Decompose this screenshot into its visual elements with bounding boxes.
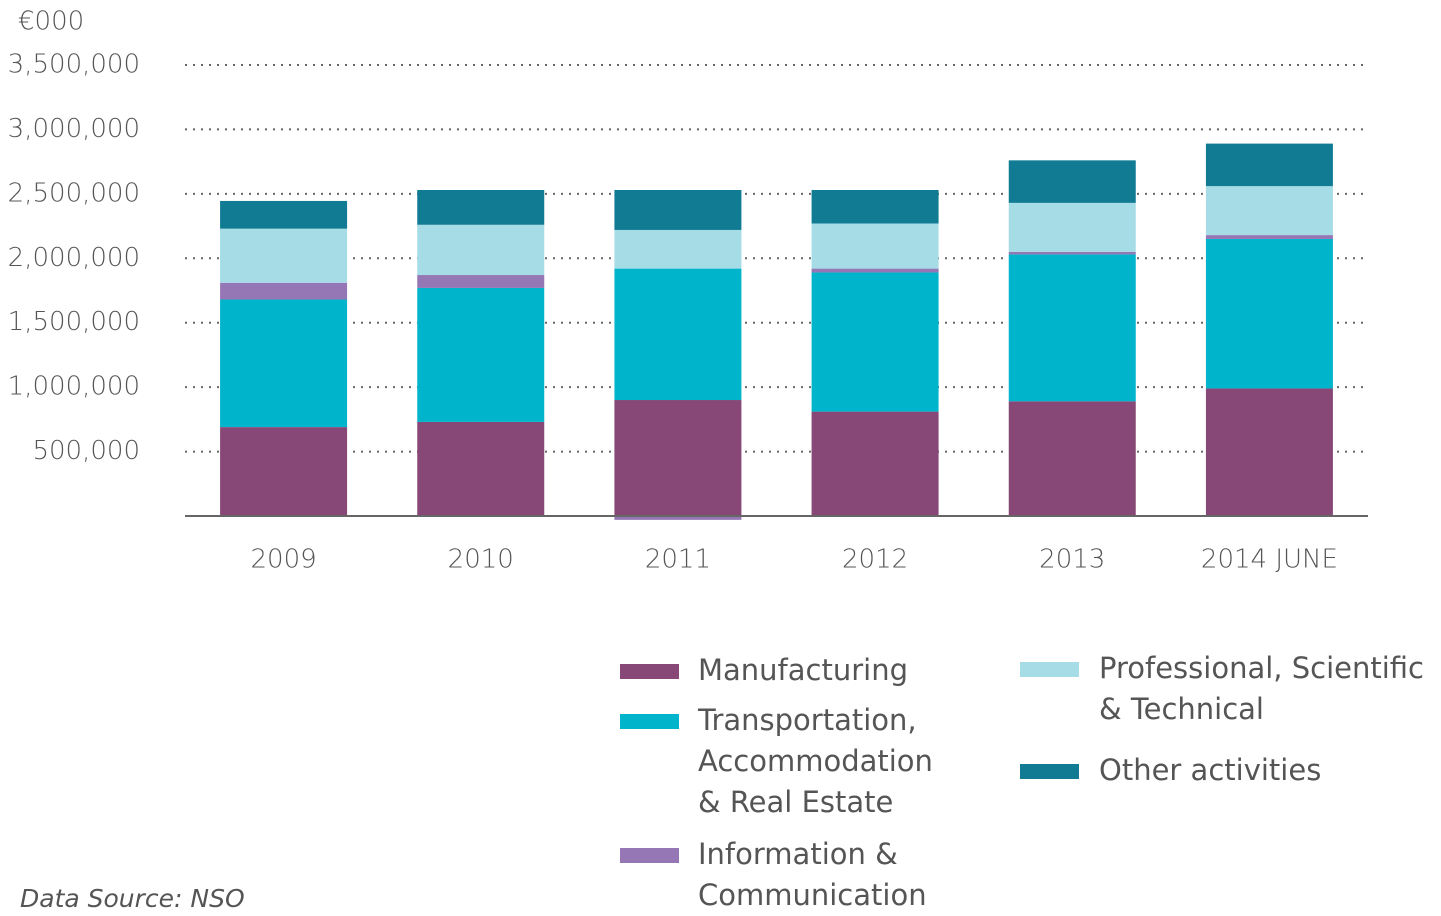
bar-segment — [220, 228, 348, 283]
bar-segment — [1205, 186, 1333, 236]
legend-swatch — [620, 664, 679, 679]
bar-segment — [417, 287, 545, 422]
bar-segment — [1205, 143, 1333, 187]
y-tick-label: 3,000,000 — [8, 114, 140, 144]
bar-segment — [220, 282, 348, 300]
bar-segment — [614, 400, 742, 516]
bar-segment — [1008, 202, 1136, 252]
bar-segment — [614, 229, 742, 269]
x-tick-label: 2011 — [645, 545, 711, 575]
x-tick-label: 2014 JUNE — [1201, 545, 1338, 575]
y-tick-label: 2,000,000 — [8, 243, 140, 273]
x-tick-label: 2010 — [448, 545, 514, 575]
bar-segment — [220, 299, 348, 428]
legend-label: Manufacturing — [698, 653, 908, 687]
bar-segment — [1205, 238, 1333, 389]
bar-segment — [1008, 251, 1136, 255]
bar-segment — [811, 223, 939, 269]
legend-label: Transportation, Accommodation & Real Est… — [698, 703, 933, 819]
legend-label: Other activities — [1099, 753, 1322, 787]
y-tick-label: 1,000,000 — [8, 372, 140, 402]
bar-segment — [417, 224, 545, 276]
bar-segment — [614, 268, 742, 401]
bar-segment — [417, 189, 545, 225]
bar-segment — [811, 272, 939, 412]
bar-segment — [220, 427, 348, 516]
bar-segment — [811, 411, 939, 516]
bar-segment — [811, 189, 939, 224]
source-note: Data Source: NSO — [20, 884, 245, 913]
y-tick-label: 500,000 — [32, 436, 140, 466]
legend-swatch — [1020, 764, 1079, 779]
y-tick-label: 3,500,000 — [8, 50, 140, 80]
legend-swatch — [620, 714, 679, 729]
legend-swatch — [620, 848, 679, 863]
bar-segment — [614, 189, 742, 230]
x-tick-label: 2012 — [842, 545, 908, 575]
x-tick-label: 2009 — [250, 545, 316, 575]
y-tick-label: 2,500,000 — [8, 178, 140, 208]
legend-swatch — [1020, 662, 1079, 677]
bar-segment — [1008, 401, 1136, 516]
bar-segment — [220, 200, 348, 229]
legend-label: Information & Communication — [698, 837, 927, 912]
unit-label: €000 — [18, 7, 84, 37]
bar-segment — [1205, 388, 1333, 516]
bar-segment — [811, 268, 939, 273]
bar-segment — [1008, 254, 1136, 402]
bar-segment — [1008, 160, 1136, 203]
bar-segment — [614, 516, 742, 520]
legend-label: Professional, Scientific & Technical — [1099, 651, 1424, 726]
y-tick-label: 1,500,000 — [8, 307, 140, 337]
x-tick-label: 2013 — [1039, 545, 1105, 575]
bar-segment — [417, 275, 545, 288]
bar-segment — [417, 421, 545, 516]
bar-segment — [1205, 235, 1333, 239]
